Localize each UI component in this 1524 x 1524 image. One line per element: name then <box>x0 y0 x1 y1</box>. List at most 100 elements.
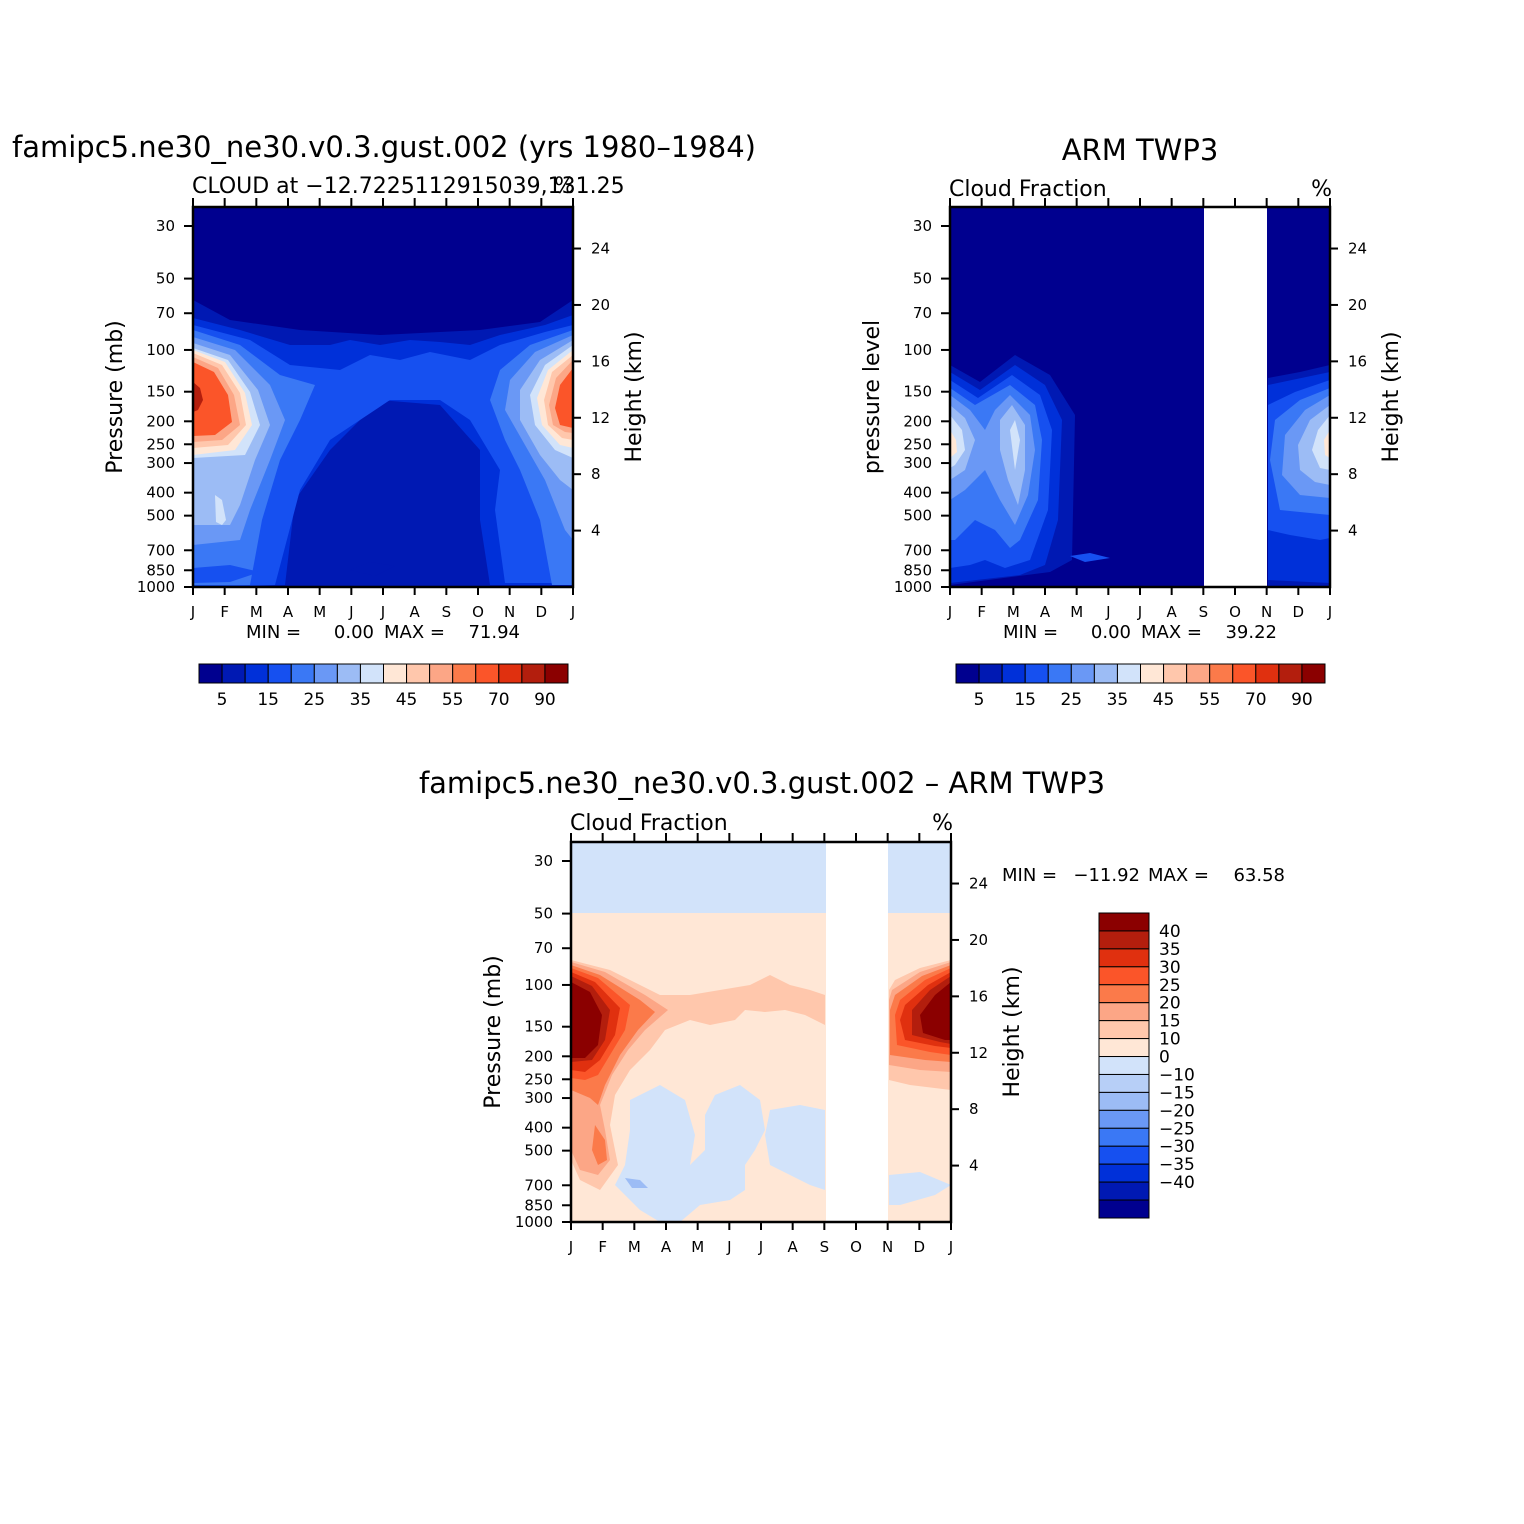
diff-pressure-label: 400 <box>524 1119 553 1137</box>
obs-colorbar-swatch <box>1093 663 1118 684</box>
diff-height-label: 16 <box>969 987 988 1005</box>
obs-ylabel-right: Height (km) <box>1379 331 1404 462</box>
obs-colorbar-label: 90 <box>1291 690 1313 710</box>
model-pressure-label: 500 <box>146 507 175 525</box>
obs-height-label: 16 <box>1348 352 1367 370</box>
diff-month-label: J <box>948 1238 953 1256</box>
obs-colorbar-swatch <box>1301 663 1326 684</box>
obs-colorbar-swatch <box>1163 663 1188 684</box>
obs-ylabel: pressure level <box>860 320 885 474</box>
model-height-label: 20 <box>591 296 610 314</box>
obs-colorbar-swatch <box>1278 663 1303 684</box>
model-height-label: 12 <box>591 409 610 427</box>
diff-month-label: N <box>882 1238 893 1256</box>
obs-pressure-label: 850 <box>903 561 932 579</box>
diff-pressure-label: 100 <box>524 976 553 994</box>
model-height-label: 24 <box>591 240 610 258</box>
obs-month-label: A <box>1040 603 1051 621</box>
model-pressure-label: 50 <box>156 270 175 288</box>
diff-colorbar-swatch <box>1098 984 1150 1004</box>
diff-pressure-label: 700 <box>524 1176 553 1194</box>
diff-pressure-label: 250 <box>524 1070 553 1088</box>
diff-colorbar-label: −25 <box>1159 1119 1195 1139</box>
model-ylabel: Pressure (mb) <box>103 320 128 474</box>
model-colorbar-label: 70 <box>488 690 510 710</box>
model-colorbar-swatch <box>290 663 315 684</box>
obs-pressure-label: 400 <box>903 484 932 502</box>
axes-layer: J F M A M J J A S O N D J305070100150200250300400500… <box>137 198 1367 1256</box>
obs-colorbar-label: 55 <box>1199 690 1221 710</box>
obs-pressure-label: 500 <box>903 507 932 525</box>
diff-height-label: 24 <box>969 875 988 893</box>
model-min-label: MIN = <box>246 622 301 643</box>
model-month-label: S <box>442 603 452 621</box>
obs-pressure-label: 30 <box>913 217 932 235</box>
diff-month-label: J <box>726 1238 731 1256</box>
obs-month-label: J <box>1105 603 1110 621</box>
diff-month-label: J <box>758 1238 763 1256</box>
diff-contour-field <box>571 842 951 1222</box>
obs-colorbar-swatch <box>1070 663 1095 684</box>
model-month-label: N <box>504 603 515 621</box>
diff-ylabel: Pressure (mb) <box>481 955 506 1109</box>
diff-min-value: −11.92 <box>1073 865 1140 886</box>
model-colorbar-swatch <box>221 663 246 684</box>
obs-min-label: MIN = <box>1003 622 1058 643</box>
diff-colorbar-label: −20 <box>1159 1101 1195 1121</box>
diff-month-label: J <box>568 1238 573 1256</box>
obs-max-label: MAX = <box>1141 622 1202 643</box>
obs-month-label: J <box>1327 603 1332 621</box>
model-colorbar-label: 45 <box>396 690 418 710</box>
obs-pressure-label: 100 <box>903 341 932 359</box>
diff-colorbar-swatch <box>1098 1056 1150 1075</box>
obs-colorbar-label: 45 <box>1153 690 1175 710</box>
diff-ylabel-right: Height (km) <box>1000 966 1025 1097</box>
diff-colorbar-label: 20 <box>1159 994 1181 1014</box>
model-month-label: D <box>536 603 548 621</box>
diff-colorbar-label: 10 <box>1159 1030 1181 1050</box>
diff-height-label: 8 <box>969 1100 979 1118</box>
model-title: famipc5.ne30_ne30.v0.3.gust.002 (yrs 198… <box>12 130 756 164</box>
obs-colorbar-swatch <box>1255 663 1280 684</box>
obs-month-label: N <box>1261 603 1272 621</box>
panel-diff: famipc5.ne30_ne30.v0.3.gust.002 – ARM TW… <box>419 766 1285 1224</box>
model-colorbar-label: 15 <box>257 690 279 710</box>
model-pressure-label: 30 <box>156 217 175 235</box>
model-month-label: F <box>220 603 229 621</box>
diff-colorbar-swatch <box>1098 1163 1150 1183</box>
model-height-label: 4 <box>591 522 601 540</box>
model-colorbar-swatch <box>544 663 569 684</box>
diff-title: famipc5.ne30_ne30.v0.3.gust.002 – ARM TW… <box>419 766 1105 800</box>
model-pressure-label: 200 <box>146 412 175 430</box>
obs-pressure-label: 700 <box>903 541 932 559</box>
model-subtitle: CLOUD at −12.7225112915039,131.25 <box>192 174 625 199</box>
obs-month-label: S <box>1199 603 1209 621</box>
model-colorbar-swatch <box>198 663 223 684</box>
diff-height-label: 20 <box>969 931 988 949</box>
model-pressure-label: 850 <box>146 561 175 579</box>
obs-height-label: 4 <box>1348 522 1358 540</box>
obs-pressure-label: 300 <box>903 454 932 472</box>
obs-month-label: F <box>977 603 986 621</box>
diff-colorbar-swatch <box>1098 1109 1150 1129</box>
model-ylabel-right: Height (km) <box>622 331 647 462</box>
diff-pressure-label: 500 <box>524 1142 553 1160</box>
diff-height-label: 4 <box>969 1157 979 1175</box>
model-colorbar-swatch <box>498 663 523 684</box>
obs-colorbar-swatch <box>1047 663 1072 684</box>
obs-colorbar-swatch <box>1209 663 1234 684</box>
model-colorbar-swatch <box>359 663 384 684</box>
model-colorbar-label: 5 <box>217 690 228 710</box>
model-colorbar-label: 35 <box>350 690 372 710</box>
diff-pressure-label: 50 <box>534 905 553 923</box>
obs-colorbar-swatch <box>1186 663 1211 684</box>
diff-colorbar-label: 35 <box>1159 940 1181 960</box>
model-month-label: M <box>313 603 326 621</box>
diff-colorbar-swatch <box>1098 1091 1150 1111</box>
diff-max-value: 63.58 <box>1233 865 1285 886</box>
diff-colorbar-label: 0 <box>1159 1048 1170 1068</box>
model-height-label: 8 <box>591 465 601 483</box>
diff-colorbar-label: 15 <box>1159 1012 1181 1032</box>
model-colorbar-swatch <box>313 663 338 684</box>
